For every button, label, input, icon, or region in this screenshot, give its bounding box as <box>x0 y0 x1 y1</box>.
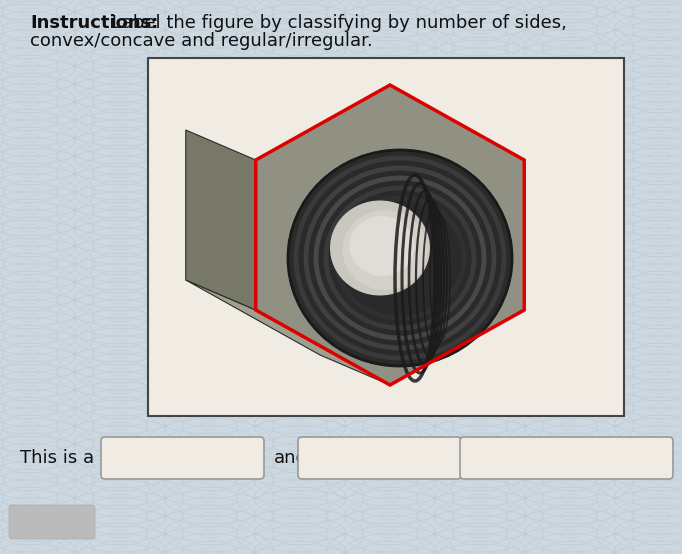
Ellipse shape <box>342 210 428 290</box>
FancyBboxPatch shape <box>460 437 673 479</box>
Bar <box>148 58 624 416</box>
Polygon shape <box>186 130 256 310</box>
Ellipse shape <box>330 201 430 295</box>
FancyBboxPatch shape <box>9 505 95 539</box>
Text: Label the figure by classifying by number of sides,: Label the figure by classifying by numbe… <box>106 14 567 32</box>
Text: Instructions:: Instructions: <box>30 14 158 32</box>
Ellipse shape <box>288 150 512 366</box>
Ellipse shape <box>349 216 415 276</box>
Polygon shape <box>186 280 390 385</box>
Polygon shape <box>256 85 524 385</box>
Text: convex/concave and regular/irregular.: convex/concave and regular/irregular. <box>30 32 373 50</box>
FancyBboxPatch shape <box>101 437 264 479</box>
FancyBboxPatch shape <box>298 437 461 479</box>
Text: This is a: This is a <box>20 449 94 467</box>
Text: and: and <box>274 449 308 467</box>
Text: Check: Check <box>25 513 80 531</box>
